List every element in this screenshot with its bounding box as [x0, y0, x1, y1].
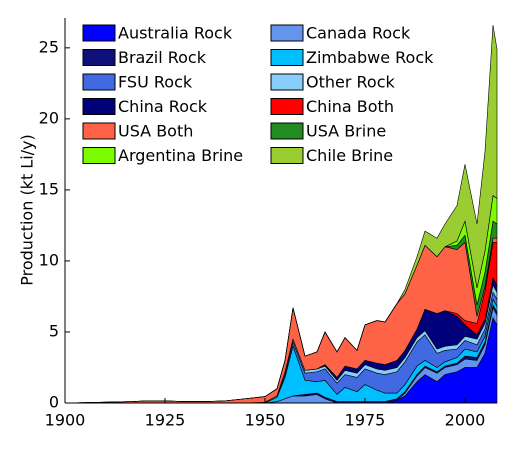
x-tick-label: 1925 [145, 411, 186, 430]
legend-swatch [270, 147, 304, 164]
legend-swatch [82, 49, 116, 66]
legend-swatch [270, 49, 304, 66]
legend-label: Zimbabwe Rock [306, 48, 434, 67]
legend-label: FSU Rock [118, 73, 193, 92]
legend-swatch [270, 73, 304, 91]
legend-label: Argentina Brine [118, 146, 243, 165]
y-tick-label: 25 [39, 37, 59, 56]
legend-swatch [270, 24, 304, 42]
legend-label: China Rock [118, 97, 208, 116]
x-tick-label: 1950 [245, 411, 286, 430]
y-tick-label: 15 [39, 179, 59, 198]
legend-label: USA Brine [306, 122, 386, 141]
legend-swatch [270, 122, 304, 140]
area [64, 25, 498, 404]
y-axis-label: Production (kt Li/y) [18, 134, 37, 286]
legend-label: China Both [306, 97, 394, 116]
y-tick-label: 20 [39, 108, 59, 127]
legend-swatch [82, 24, 116, 42]
legend-swatch [82, 147, 116, 164]
legend-label: Canada Rock [306, 24, 411, 43]
x-tick-label: 1975 [345, 411, 386, 430]
y-tick-label: 10 [39, 250, 59, 269]
x-tick-label: 1900 [45, 411, 86, 430]
legend-label: Brazil Rock [118, 48, 207, 67]
legend-label: USA Both [118, 122, 193, 141]
legend-swatch [82, 122, 116, 140]
legend-swatch [82, 98, 116, 115]
y-tick-label: 0 [49, 393, 59, 412]
legend-label: Australia Rock [118, 24, 233, 43]
legend-label: Chile Brine [306, 146, 393, 165]
legend-swatch [82, 73, 116, 91]
y-tick-label: 5 [49, 321, 59, 340]
legend-swatch [270, 98, 304, 115]
x-tick-label: 2000 [445, 411, 486, 430]
legend-label: Other Rock [306, 73, 396, 92]
